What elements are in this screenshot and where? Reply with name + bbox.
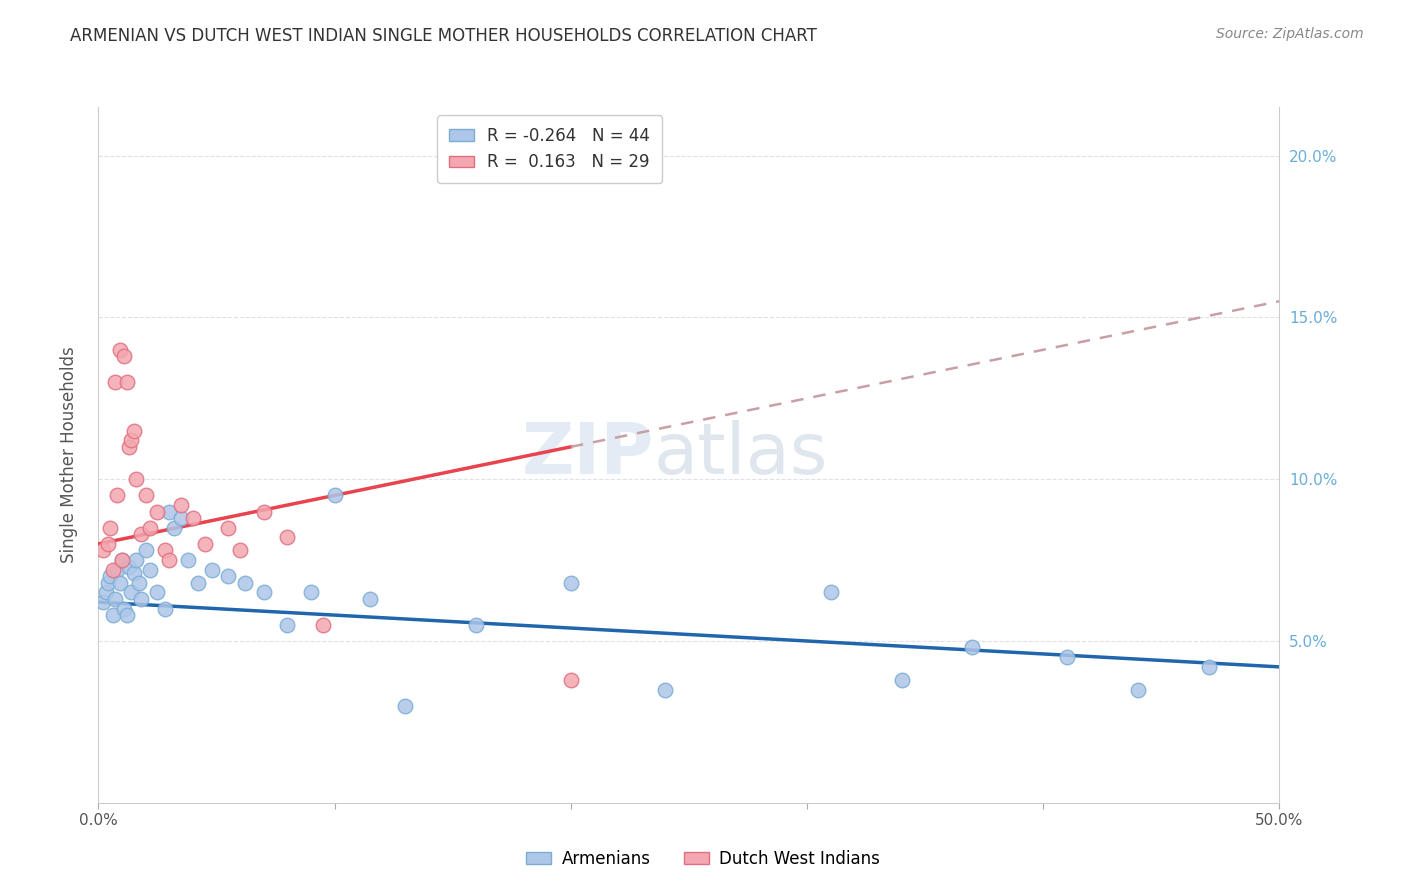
Point — [97, 537, 120, 551]
Point — [115, 608, 138, 623]
Point — [181, 511, 204, 525]
Text: ARMENIAN VS DUTCH WEST INDIAN SINGLE MOTHER HOUSEHOLDS CORRELATION CHART: ARMENIAN VS DUTCH WEST INDIAN SINGLE MOT… — [70, 27, 817, 45]
Point — [163, 521, 186, 535]
Point — [139, 563, 162, 577]
Point — [101, 608, 124, 623]
Point — [229, 543, 252, 558]
Point — [299, 585, 322, 599]
Point — [108, 343, 131, 357]
Point — [111, 553, 134, 567]
Point — [394, 698, 416, 713]
Point — [153, 601, 176, 615]
Point — [560, 673, 582, 687]
Point — [121, 585, 143, 599]
Point — [118, 559, 141, 574]
Point — [465, 617, 488, 632]
Point — [135, 543, 157, 558]
Point — [217, 569, 239, 583]
Y-axis label: Single Mother Households: Single Mother Households — [59, 347, 77, 563]
Point — [118, 440, 141, 454]
Point — [111, 553, 134, 567]
Text: atlas: atlas — [654, 420, 828, 490]
Point — [91, 543, 114, 558]
Point — [98, 569, 121, 583]
Point — [157, 504, 180, 518]
Point — [94, 585, 117, 599]
Point — [201, 563, 224, 577]
Point — [91, 595, 114, 609]
Legend: Armenians, Dutch West Indians: Armenians, Dutch West Indians — [520, 844, 886, 875]
Point — [170, 511, 193, 525]
Point — [1056, 650, 1078, 665]
Point — [560, 575, 582, 590]
Point — [104, 591, 127, 606]
Point — [276, 531, 298, 545]
Point — [654, 682, 676, 697]
Point — [101, 563, 124, 577]
Point — [1126, 682, 1149, 697]
Point — [129, 591, 152, 606]
Point — [253, 504, 276, 518]
Legend: R = -0.264   N = 44, R =  0.163   N = 29: R = -0.264 N = 44, R = 0.163 N = 29 — [437, 115, 662, 183]
Point — [105, 563, 128, 577]
Point — [157, 553, 180, 567]
Point — [108, 575, 131, 590]
Point — [1198, 660, 1220, 674]
Point — [122, 566, 145, 580]
Point — [276, 617, 298, 632]
Point — [129, 527, 152, 541]
Point — [253, 585, 276, 599]
Point — [128, 575, 150, 590]
Text: ZIP: ZIP — [522, 420, 654, 490]
Point — [98, 521, 121, 535]
Point — [217, 521, 239, 535]
Point — [962, 640, 984, 655]
Point — [153, 543, 176, 558]
Point — [820, 585, 842, 599]
Point — [170, 498, 193, 512]
Text: Source: ZipAtlas.com: Source: ZipAtlas.com — [1216, 27, 1364, 41]
Point — [187, 575, 209, 590]
Point — [177, 553, 200, 567]
Point — [115, 375, 138, 389]
Point — [104, 375, 127, 389]
Point — [125, 472, 148, 486]
Point — [146, 585, 169, 599]
Point — [97, 575, 120, 590]
Point — [323, 488, 346, 502]
Point — [112, 349, 135, 363]
Point — [146, 504, 169, 518]
Point — [139, 521, 162, 535]
Point — [233, 575, 256, 590]
Point — [105, 488, 128, 502]
Point — [125, 553, 148, 567]
Point — [112, 601, 135, 615]
Point — [194, 537, 217, 551]
Point — [890, 673, 912, 687]
Point — [359, 591, 381, 606]
Point — [312, 617, 335, 632]
Point — [135, 488, 157, 502]
Point — [122, 424, 145, 438]
Point — [121, 434, 143, 448]
